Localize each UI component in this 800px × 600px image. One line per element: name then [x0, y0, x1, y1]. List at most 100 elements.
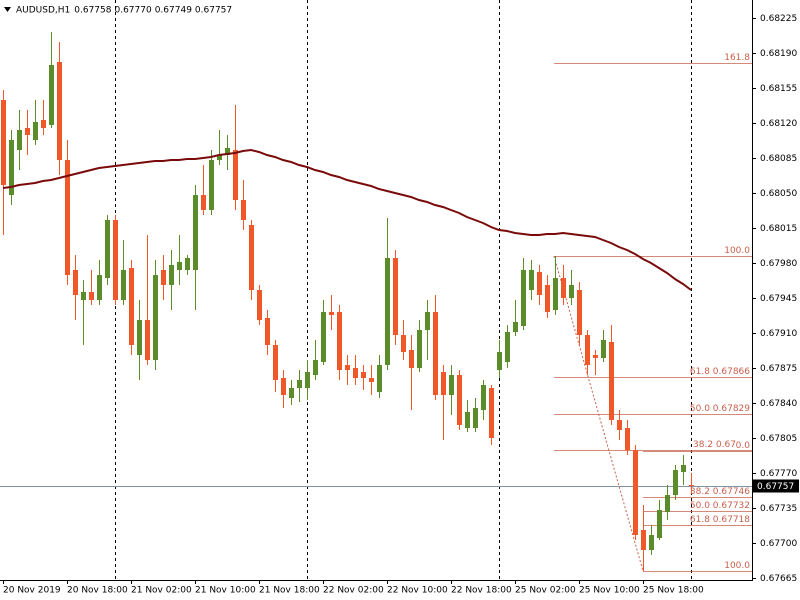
symbol-title: AUDUSD,H1: [16, 6, 70, 16]
candle-body: [41, 120, 46, 128]
candle-body: [353, 368, 358, 378]
candle-body: [153, 275, 158, 360]
candle-body: [9, 140, 14, 195]
candle-body: [577, 290, 582, 335]
candle-body: [49, 65, 54, 125]
y-tick-label: 0.67665: [760, 574, 797, 584]
y-tick-label: 0.67700: [760, 539, 797, 549]
candle-body: [425, 312, 430, 330]
x-tick-label: 25 Nov 18:00: [643, 586, 704, 596]
candle-body: [313, 360, 318, 375]
y-tick-label: 0.67770: [760, 469, 797, 479]
header-price: 0.67770: [114, 6, 151, 16]
candle-body: [241, 200, 246, 220]
y-tick-label: 0.68015: [760, 224, 797, 234]
fib-label: 100.0: [724, 561, 750, 571]
fib-label: 50.0 0.67732: [690, 501, 750, 511]
y-tick-label: 0.67980: [760, 259, 797, 269]
candle-body: [97, 275, 102, 300]
candle-body: [545, 285, 550, 312]
candle-body: [17, 130, 22, 150]
y-tick-label: 0.67805: [760, 434, 797, 444]
candle-body: [185, 258, 190, 270]
candle-body: [225, 148, 230, 155]
header-price: 0.67757: [195, 6, 232, 16]
y-tick-label: 0.68190: [760, 49, 797, 59]
candle-body: [385, 258, 390, 365]
candle-body: [377, 365, 382, 392]
menu-triangle[interactable]: [4, 7, 11, 12]
y-tick-label: 0.67735: [760, 504, 797, 514]
candle-body: [481, 385, 486, 410]
fib-trendline: [553, 255, 644, 572]
last-price-label: 0.67757: [757, 482, 794, 492]
y-tick-label: 0.68155: [760, 84, 797, 94]
x-tick-label: 21 Nov 18:00: [259, 586, 320, 596]
candle-body: [289, 388, 294, 398]
x-tick-label: 20 Nov 18:00: [67, 586, 128, 596]
fib-label: 61.8 0.67718: [690, 515, 750, 525]
candle-body: [465, 412, 470, 428]
y-tick-label: 0.68225: [760, 14, 797, 24]
header-price: 0.67758: [74, 6, 111, 16]
candle-body: [321, 312, 326, 362]
x-tick-label: 21 Nov 10:00: [195, 586, 256, 596]
y-tick-label: 0.67840: [760, 399, 797, 409]
candle-body: [401, 335, 406, 352]
candle-body: [161, 270, 166, 285]
candle-body: [57, 62, 62, 160]
candle-body: [105, 220, 110, 278]
candle-body: [505, 332, 510, 362]
candle-body: [441, 372, 446, 395]
fib-label: 38.2 0.67: [693, 440, 736, 450]
candle-body: [249, 225, 254, 290]
candle-body: [641, 530, 646, 550]
candle-body: [129, 268, 134, 345]
candle-body: [81, 292, 86, 300]
candle-body: [529, 270, 534, 290]
candle-body: [617, 420, 622, 430]
candle-body: [601, 340, 606, 358]
candle-body: [297, 380, 302, 388]
candle-body: [361, 372, 366, 378]
candle-body: [177, 262, 182, 270]
candle-body: [417, 330, 422, 368]
y-tick-label: 0.67875: [760, 364, 797, 374]
y-tick-label: 0.68085: [760, 154, 797, 164]
candle-body: [665, 495, 670, 512]
candle-body: [489, 388, 494, 438]
candle-body: [73, 270, 78, 295]
candle-body: [1, 100, 6, 185]
candle-body: [33, 122, 38, 140]
x-tick-label: 21 Nov 02:00: [131, 586, 192, 596]
candle-body: [561, 278, 566, 298]
candle-body: [233, 150, 238, 200]
y-tick-label: 0.68050: [760, 189, 797, 199]
fib-label: 38.2 0.67746: [690, 487, 750, 497]
fib-label: 161.8: [724, 53, 750, 63]
candle-body: [337, 312, 342, 370]
candle-body: [657, 510, 662, 538]
candle-body: [169, 265, 174, 285]
candle-body: [257, 290, 262, 320]
moving-average: [2, 148, 692, 291]
candle-body: [633, 450, 638, 535]
candle-body: [497, 352, 502, 370]
header-price: 0.67749: [155, 6, 192, 16]
candle-body: [449, 375, 454, 395]
candle-body: [201, 195, 206, 210]
candle-body: [537, 272, 542, 295]
x-tick-label: 22 Nov 10:00: [387, 586, 448, 596]
candle-body: [609, 342, 614, 420]
fib-label: 50.0 0.67829: [690, 404, 750, 414]
candle-body: [329, 312, 334, 315]
candle-body: [689, 485, 694, 486]
candle-body: [145, 320, 150, 360]
candle-body: [393, 258, 398, 335]
candle-body: [89, 292, 94, 300]
candle-body: [121, 270, 126, 300]
x-tick-label: 22 Nov 18:00: [451, 586, 512, 596]
